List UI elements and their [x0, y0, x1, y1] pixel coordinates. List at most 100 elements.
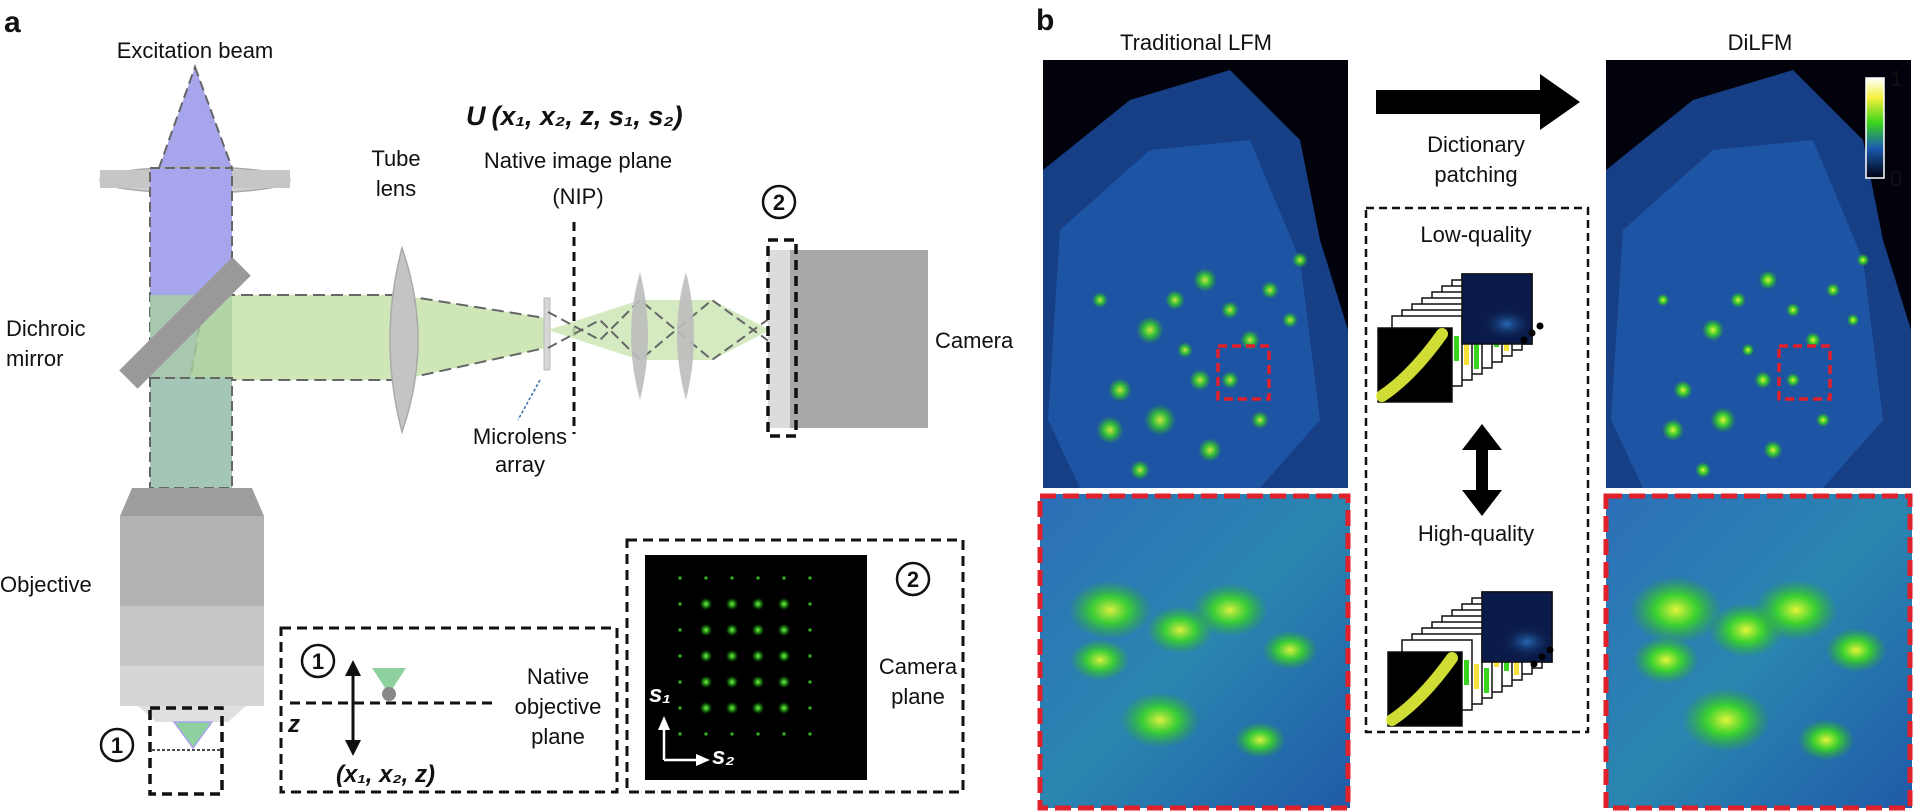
patch-stripe: [1474, 664, 1479, 689]
psf-spot: [725, 675, 739, 689]
fluorescent-spot: [1251, 411, 1269, 429]
psf-spot: [725, 649, 739, 663]
psf-spot: [807, 575, 813, 581]
psf-spot: [777, 675, 791, 689]
fluorescent-spot: [1292, 252, 1308, 268]
traditional-zoom: [1040, 494, 1350, 808]
camera-body: [790, 250, 928, 428]
marker-2-label: 2: [773, 190, 785, 215]
psf-spot: [781, 575, 787, 581]
native-objective-label-1: Native: [527, 664, 589, 689]
patch-stripe: [1454, 336, 1459, 361]
traditional-lfm-image: [1043, 60, 1348, 488]
inset-objective-box: [279, 626, 619, 794]
marker-1-label: 1: [111, 733, 123, 758]
psf-spot: [677, 705, 683, 711]
fluorescent-spot: [1144, 404, 1176, 436]
double-arrow: [1462, 424, 1502, 516]
patch-stripe: [1474, 344, 1479, 369]
colorbar-max: 1: [1890, 66, 1902, 91]
psf-spot: [755, 731, 761, 737]
fluorescent-spot: [1673, 380, 1693, 400]
low-quality-patch-stack: [1376, 273, 1544, 403]
patch-glow: [1501, 626, 1553, 658]
dilfm-image: [1606, 60, 1911, 488]
patch-stripe: [1484, 668, 1489, 693]
psf-spot: [777, 649, 791, 663]
excitation-beam-label: Excitation beam: [117, 38, 274, 63]
s1-arrowhead: [658, 716, 670, 730]
patch-structure: [1386, 652, 1458, 726]
z-arrow-up: [345, 660, 361, 676]
zoom-spot: [1068, 580, 1152, 640]
emission-beam: [188, 294, 546, 381]
fluorescent-spot: [1092, 292, 1108, 308]
relay-ray-1: [547, 298, 771, 362]
native-objective-label-2: objective: [515, 694, 602, 719]
psf-spot: [699, 649, 713, 663]
dichroic-label-2: mirror: [6, 346, 63, 371]
zoom-spot: [1070, 639, 1130, 681]
fluorescent-spot: [1096, 416, 1124, 444]
fluorescent-spot: [1825, 282, 1841, 298]
psf-spot: [807, 653, 813, 659]
psf-spot: [699, 597, 713, 611]
s2-label: s₂: [712, 743, 735, 770]
psf-spot: [677, 601, 683, 607]
fluorescent-spot: [1136, 316, 1164, 344]
psf-spot: [807, 731, 813, 737]
inset-2-marker-circle: [895, 561, 931, 597]
colorbar-min: 0: [1890, 166, 1902, 191]
fluorescent-spot: [1193, 268, 1217, 292]
fluorescent-spot: [1846, 313, 1860, 327]
inset-1-marker-label: 1: [312, 649, 324, 674]
objective-collar: [120, 488, 264, 516]
camera-plane-label-2: plane: [891, 684, 945, 709]
fluorescent-spot: [1754, 371, 1772, 389]
psf-spot: [699, 675, 713, 689]
relay-lens-1: [631, 272, 648, 400]
dictionary-label-1: Dictionary: [1427, 132, 1525, 157]
inset-1-marker-circle: [300, 643, 336, 679]
psf-spot: [703, 731, 709, 737]
inset-camera-box: [625, 538, 965, 794]
panel-a-letter: a: [4, 6, 21, 39]
psf-spot: [807, 705, 813, 711]
inset-focus-cone: [372, 668, 406, 694]
camera-sensor: [768, 250, 792, 428]
camera-plane-label-1: Camera: [879, 654, 958, 679]
objective-lower: [120, 666, 264, 706]
fluorescent-spot: [1130, 460, 1150, 480]
dichroic-label-1: Dichroic: [6, 316, 85, 341]
fluorescent-spot: [1198, 438, 1222, 462]
ellipsis-dot: [1538, 653, 1546, 661]
ellipsis-dot: [1546, 646, 1554, 654]
objective-top: [120, 516, 264, 606]
dictionary-arrow: [1376, 74, 1580, 130]
high-quality-patch-stack: [1386, 591, 1554, 727]
nip-label-2: (NIP): [552, 184, 603, 209]
psf-spot: [777, 597, 791, 611]
inset-2-marker-label: 2: [907, 567, 919, 592]
camera-plane-image: [645, 555, 867, 780]
psf-spot: [751, 701, 765, 715]
light-field-formula: U (x₁, x₂, z, s₁, s₂): [466, 101, 683, 131]
microlens-label-2: array: [495, 452, 545, 477]
relay-ray-2: [547, 298, 771, 362]
traditional-lfm-title: Traditional LFM: [1120, 30, 1272, 55]
marker-2-circle: [761, 184, 797, 220]
fluorescent-spot: [1730, 292, 1746, 308]
psf-spot: [725, 701, 739, 715]
zoom-spot: [1629, 576, 1723, 644]
dilfm-zoom-frame: [1603, 493, 1913, 811]
microlens-array: [543, 297, 551, 371]
fluorescent-spot: [1701, 318, 1725, 342]
z-arrow-down: [345, 740, 361, 756]
dictionary-box: [1364, 206, 1590, 734]
fluorescent-spot: [1221, 301, 1239, 319]
psf-spot: [807, 627, 813, 633]
object-coords: (x₁, x₂, z): [336, 761, 435, 788]
psf-spot: [751, 623, 765, 637]
psf-spot: [677, 627, 683, 633]
